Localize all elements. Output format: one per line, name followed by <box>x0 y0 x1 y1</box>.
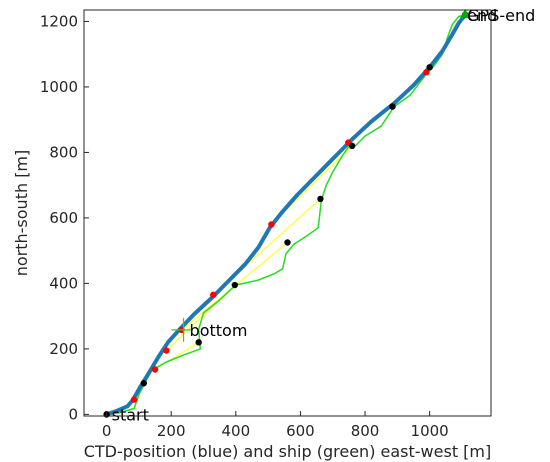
ctd-position-marker <box>163 347 170 354</box>
gps-end-marker <box>460 8 471 18</box>
annotation-bottom: bottom <box>190 321 248 340</box>
ctd-position-marker <box>210 291 217 299</box>
x-axis-ticks: 0 200 400 600 800 1000 <box>102 411 449 440</box>
x-tick-label: 0 <box>102 422 112 440</box>
y-axis-ticks: 0 200 400 600 800 1000 1200 <box>40 12 89 423</box>
y-axis-label: north-south [m] <box>12 150 31 277</box>
ship-position-marker <box>140 380 147 387</box>
x-tick-label: 200 <box>157 422 186 440</box>
x-tick-label: 400 <box>221 422 250 440</box>
annotation-gps-end: GPS-end <box>467 6 535 25</box>
x-axis-label: CTD-position (blue) and ship (green) eas… <box>84 442 492 461</box>
x-tick-label: 1000 <box>411 422 449 440</box>
y-tick-label: 800 <box>49 143 78 161</box>
ship-position-marker <box>389 103 396 110</box>
ship-position-marker <box>284 239 291 246</box>
x-tick-label: 800 <box>351 422 380 440</box>
ship-position-marker <box>348 142 356 150</box>
x-tick-label: 600 <box>286 422 315 440</box>
axes-frame <box>83 9 492 417</box>
y-tick-label: 200 <box>49 340 78 358</box>
y-tick-label: 1200 <box>40 12 78 30</box>
ship-position-marker <box>195 339 202 346</box>
y-tick-label: 0 <box>68 405 78 423</box>
ctd-position-marker <box>268 221 275 228</box>
ship-position-marker <box>231 281 239 289</box>
annotation-start: start <box>112 405 149 424</box>
y-tick-label: 600 <box>49 209 78 227</box>
ship-position-marker <box>317 195 324 203</box>
y-tick-label: 400 <box>49 274 78 292</box>
annotation-end: end <box>467 6 497 25</box>
ctd-position-marker <box>423 69 430 76</box>
ship-position-marker <box>426 64 433 71</box>
y-tick-label: 1000 <box>40 78 78 96</box>
ctd-position-marker <box>130 396 138 403</box>
ctd-position-marker <box>151 366 159 373</box>
ctd-track-line <box>104 12 468 417</box>
